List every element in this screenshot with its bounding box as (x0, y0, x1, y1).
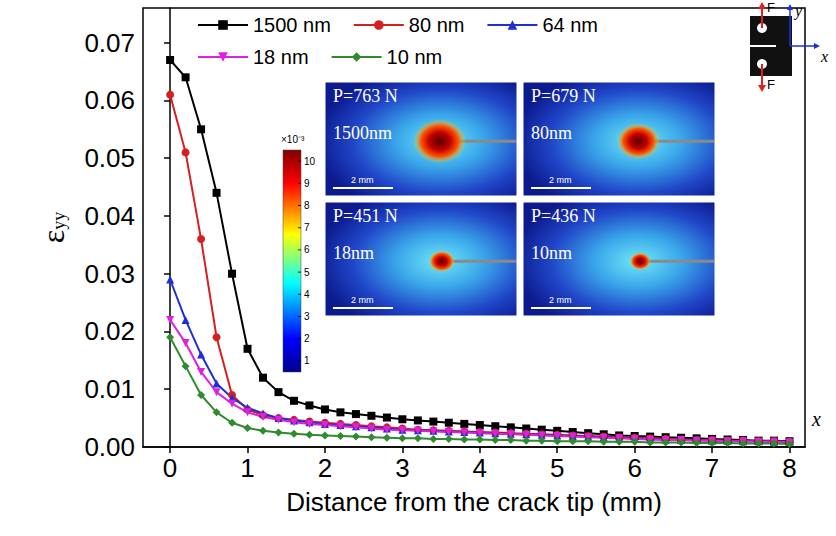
svg-text:2 mm: 2 mm (351, 175, 374, 185)
svg-text:2 mm: 2 mm (351, 295, 374, 305)
svg-text:Distance from the crack tip (m: Distance from the crack tip (mm) (286, 487, 662, 517)
svg-text:4: 4 (473, 453, 487, 483)
svg-text:10 nm: 10 nm (387, 46, 443, 68)
svg-text:9: 9 (304, 178, 310, 189)
svg-text:3: 3 (304, 311, 310, 322)
svg-text:7: 7 (705, 453, 719, 483)
svg-text:6: 6 (304, 244, 310, 255)
svg-text:10nm: 10nm (531, 243, 572, 263)
svg-text:7: 7 (304, 222, 310, 233)
svg-text:1500nm: 1500nm (333, 123, 392, 143)
svg-text:P=763 N: P=763 N (333, 86, 398, 106)
svg-text:1500 nm: 1500 nm (253, 14, 331, 36)
svg-text:ε: ε (35, 230, 71, 243)
svg-text:x: x (820, 48, 828, 65)
svg-text:8: 8 (782, 453, 796, 483)
svg-text:10: 10 (304, 156, 316, 167)
svg-text:1: 1 (240, 453, 254, 483)
svg-text:F: F (767, 0, 775, 15)
svg-text:2: 2 (318, 453, 332, 483)
svg-text:yy: yy (49, 212, 69, 230)
svg-text:0.01: 0.01 (84, 374, 135, 404)
svg-text:2 mm: 2 mm (549, 295, 572, 305)
svg-text:y: y (793, 2, 803, 20)
svg-text:P=436 N: P=436 N (531, 206, 596, 226)
svg-text:0: 0 (163, 453, 177, 483)
svg-text:0.02: 0.02 (84, 316, 135, 346)
svg-text:3: 3 (395, 453, 409, 483)
svg-text:5: 5 (304, 267, 310, 278)
svg-text:18 nm: 18 nm (253, 46, 309, 68)
svg-text:2: 2 (304, 333, 310, 344)
svg-text:0.06: 0.06 (84, 85, 135, 115)
svg-text:P=451 N: P=451 N (333, 206, 398, 226)
svg-text:4: 4 (304, 289, 310, 300)
svg-text:0.04: 0.04 (84, 201, 135, 231)
svg-text:0.05: 0.05 (84, 143, 135, 173)
svg-text:x: x (811, 408, 821, 430)
svg-text:F: F (767, 77, 775, 92)
svg-text:18nm: 18nm (333, 243, 374, 263)
svg-text:0.03: 0.03 (84, 259, 135, 289)
svg-text:5: 5 (550, 453, 564, 483)
svg-text:80nm: 80nm (531, 123, 572, 143)
svg-text:0.00: 0.00 (84, 432, 135, 462)
svg-text:64 nm: 64 nm (542, 14, 598, 36)
svg-text:80 nm: 80 nm (409, 14, 465, 36)
svg-text:6: 6 (627, 453, 641, 483)
svg-text:P=679 N: P=679 N (531, 86, 596, 106)
svg-text:8: 8 (304, 200, 310, 211)
svg-text:2 mm: 2 mm (549, 175, 572, 185)
svg-text:×10⁻³: ×10⁻³ (281, 134, 305, 145)
svg-text:1: 1 (304, 355, 310, 366)
svg-text:0.07: 0.07 (84, 28, 135, 58)
